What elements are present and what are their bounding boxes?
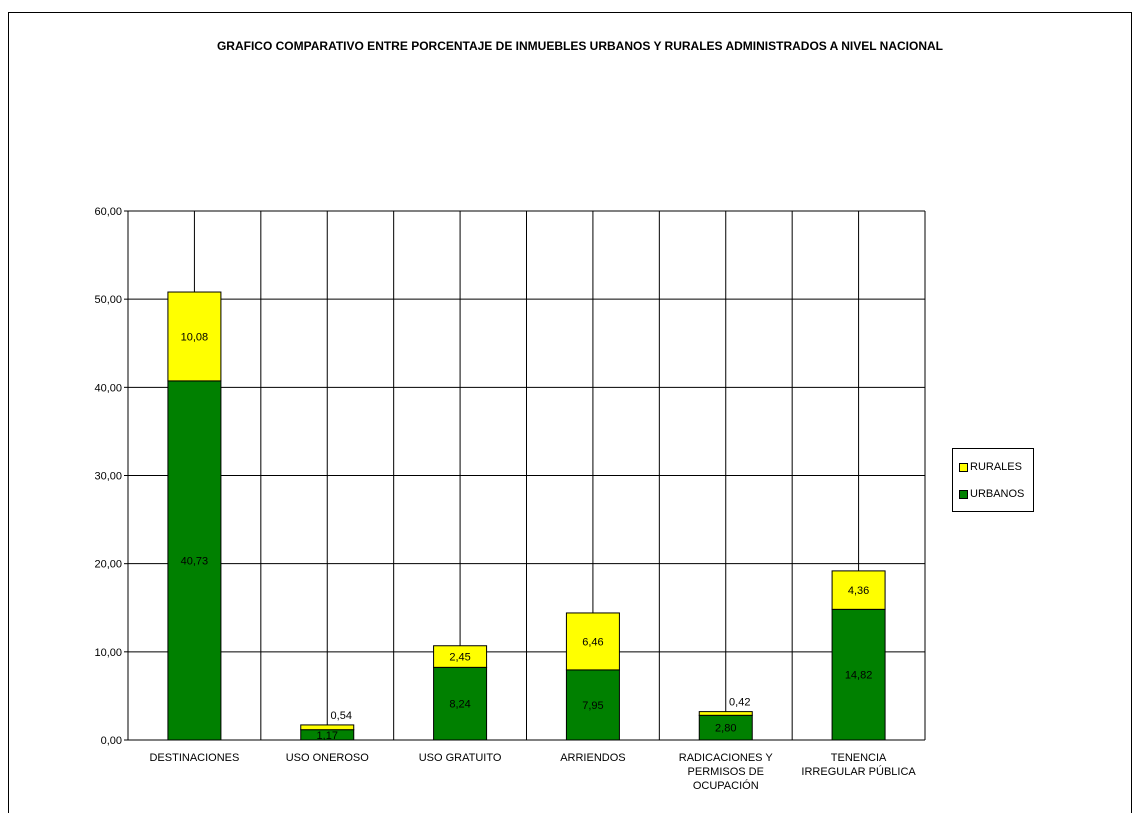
category-label: PERMISOS DE <box>688 766 764 778</box>
y-tick-label: 10,00 <box>94 647 122 659</box>
bar-rurales <box>433 645 488 668</box>
bar-rurales <box>698 711 753 716</box>
legend-swatch-urbanos <box>959 489 968 499</box>
legend-swatch-rurales <box>959 462 968 472</box>
y-tick-label: 30,00 <box>94 471 122 483</box>
data-label: 1,17 <box>317 730 338 742</box>
data-label: 2,80 <box>715 723 736 735</box>
data-label: 14,82 <box>845 670 873 682</box>
y-tick-label: 50,00 <box>94 294 122 306</box>
bar-rurales <box>300 724 355 731</box>
category-label: IRREGULAR PÚBLICA <box>801 765 916 778</box>
bar-rurales <box>831 570 886 610</box>
category-label: RADICACIONES Y <box>679 752 774 764</box>
category-label: USO ONEROSO <box>286 752 370 764</box>
data-label: 40,73 <box>181 555 209 567</box>
data-label: 0,42 <box>729 697 750 709</box>
bar-urbanos <box>831 608 886 741</box>
y-tick-label: 60,00 <box>94 206 122 218</box>
chart-frame <box>8 12 1132 813</box>
data-label: 7,95 <box>582 700 603 712</box>
category-label: OCUPACIÓN <box>693 779 759 792</box>
chart-title: GRAFICO COMPARATIVO ENTRE PORCENTAJE DE … <box>216 39 944 53</box>
bar-rurales <box>167 291 222 382</box>
legend: RURALES URBANOS <box>952 448 1034 512</box>
category-label: DESTINACIONES <box>149 752 239 764</box>
y-tick-label: 40,00 <box>94 382 122 394</box>
y-tick-label: 0,00 <box>101 735 122 747</box>
data-label: 6,46 <box>582 636 603 648</box>
data-label: 4,36 <box>848 585 869 597</box>
data-label: 0,54 <box>331 710 352 722</box>
bar-rurales <box>565 612 620 671</box>
legend-item-urbanos: URBANOS <box>959 488 1024 500</box>
category-label: ARRIENDOS <box>560 752 625 764</box>
data-label: 8,24 <box>449 699 470 711</box>
legend-label-urbanos: URBANOS <box>970 488 1025 500</box>
data-label: 2,45 <box>449 652 470 664</box>
category-label: USO GRATUITO <box>419 752 502 764</box>
category-label: TENENCIA <box>831 752 887 764</box>
bar-urbanos <box>565 669 620 741</box>
data-label: 10,08 <box>181 331 209 343</box>
bar-urbanos <box>698 714 753 741</box>
y-tick-label: 20,00 <box>94 559 122 571</box>
legend-label-rurales: RURALES <box>970 461 1022 473</box>
legend-item-rurales: RURALES <box>959 461 1022 473</box>
